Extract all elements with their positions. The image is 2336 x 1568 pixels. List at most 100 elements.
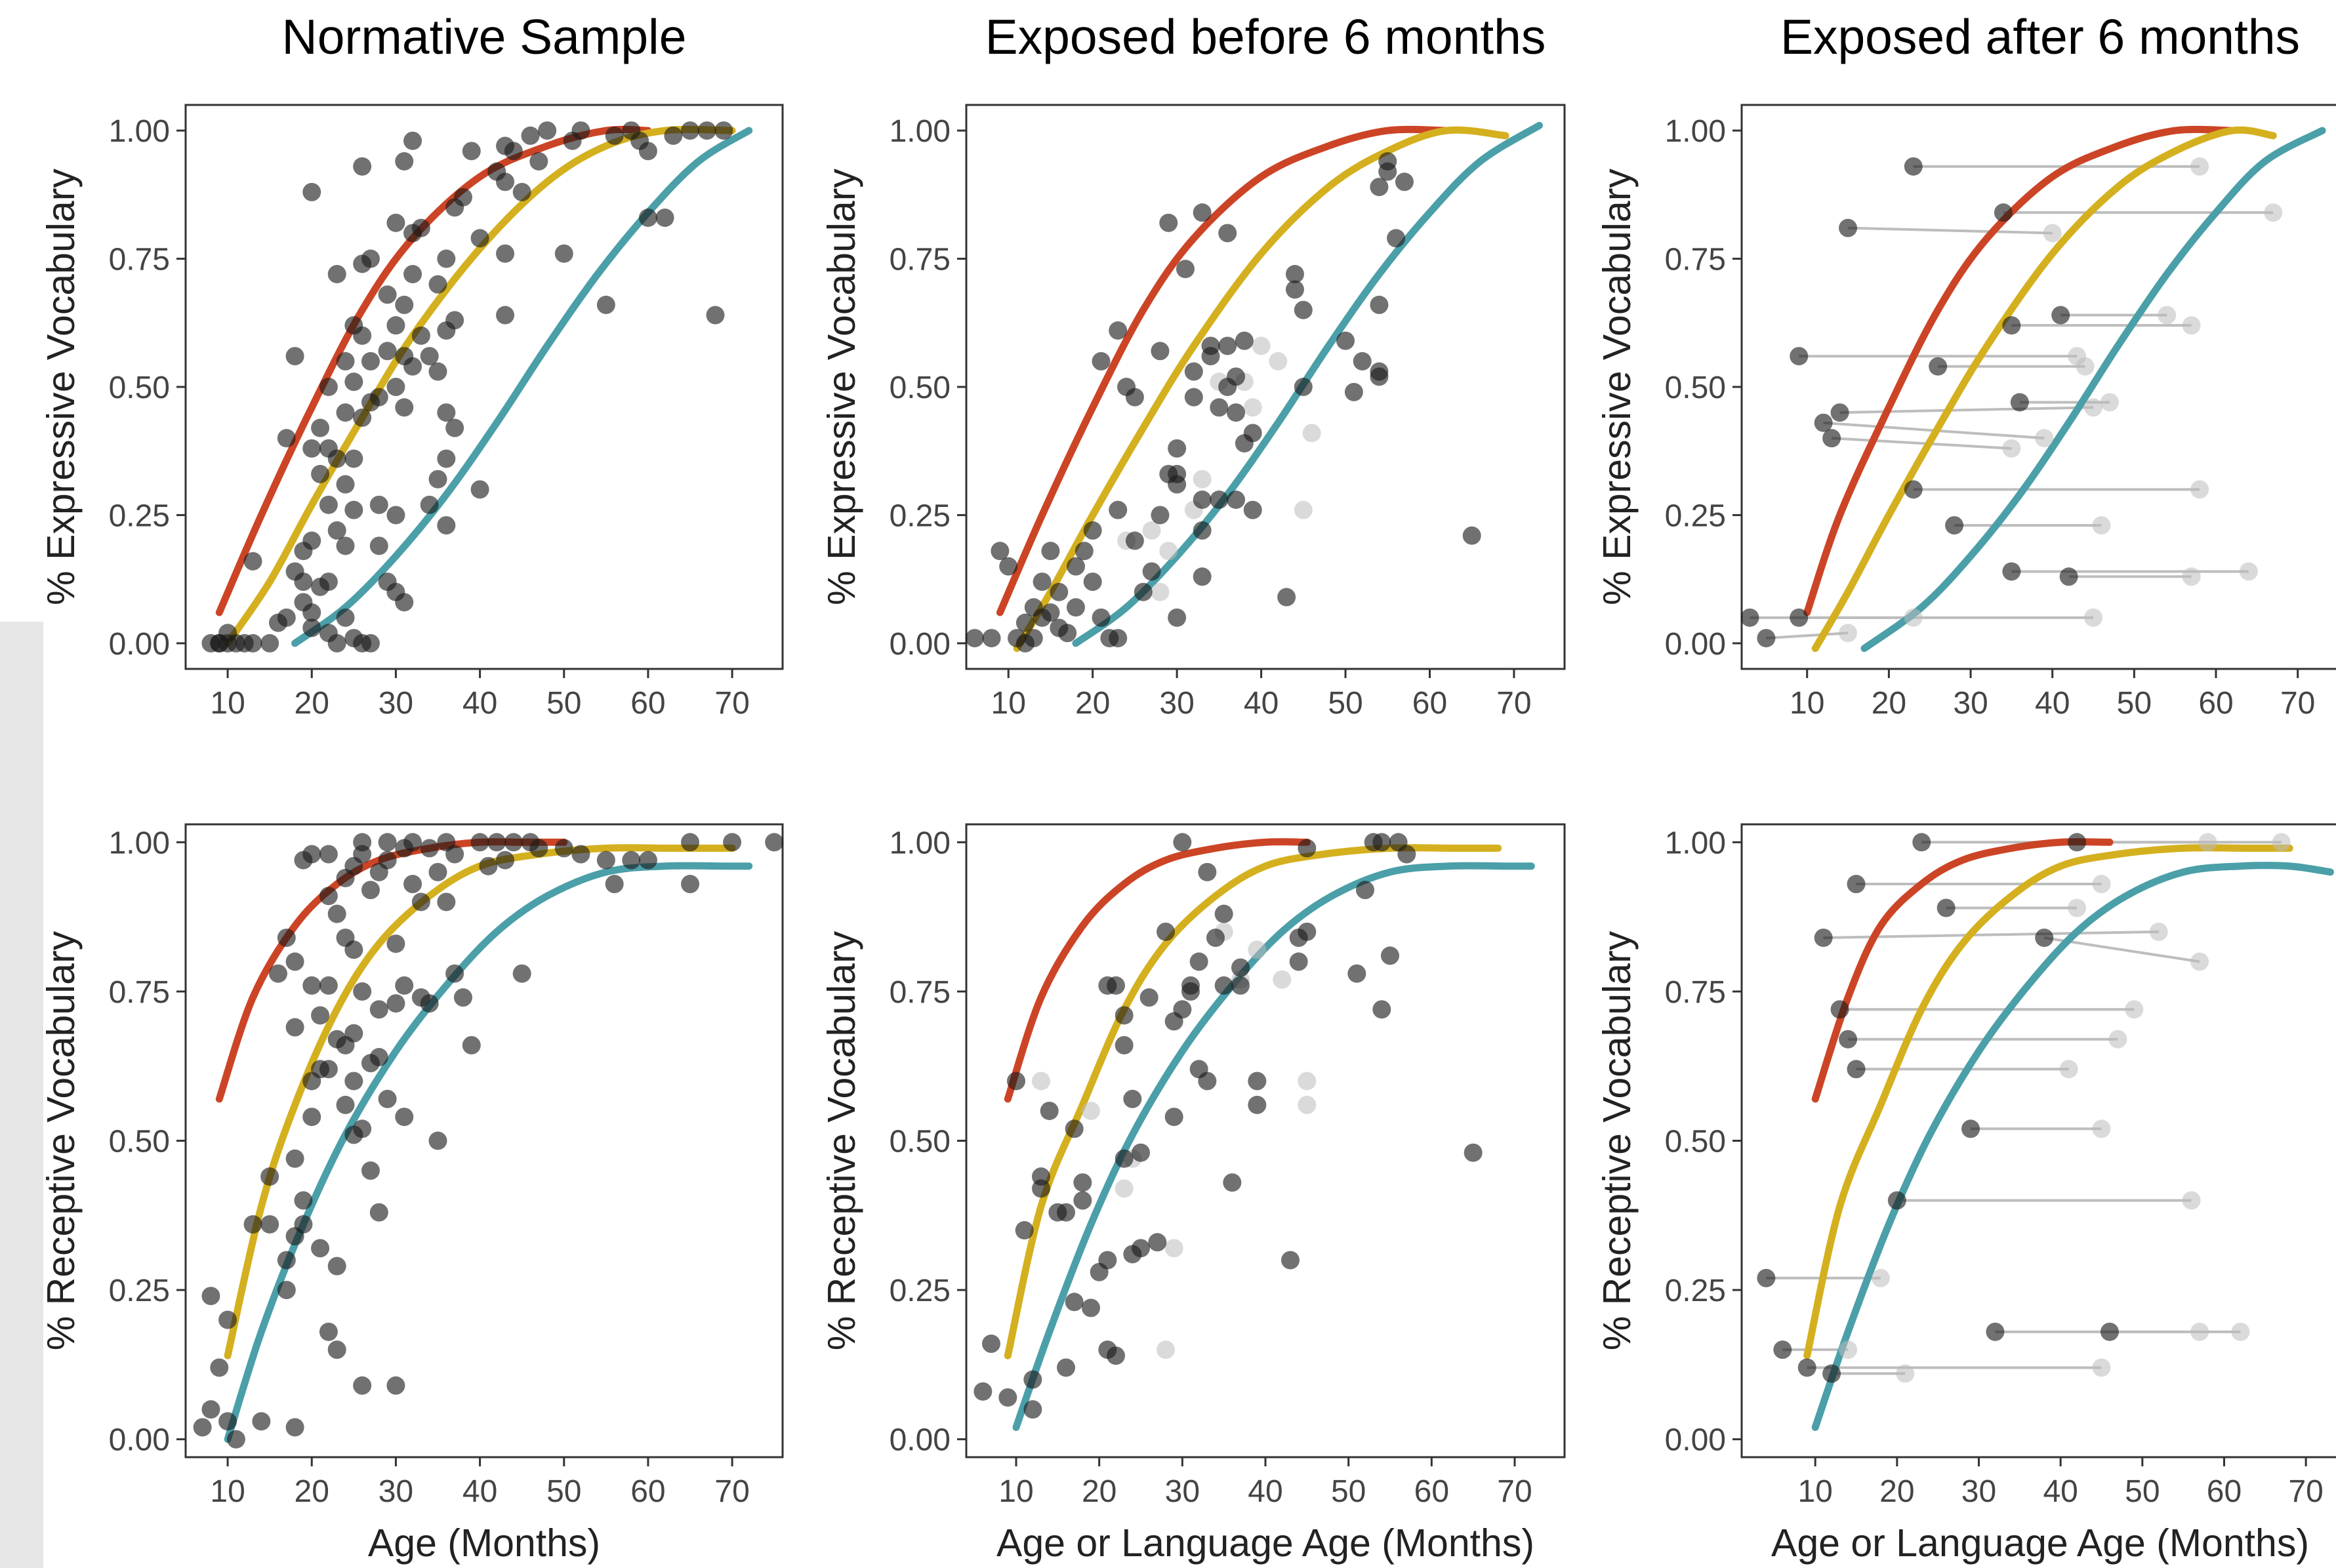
x-tick-label: 70 xyxy=(1497,1474,1532,1509)
data-point xyxy=(1176,260,1195,279)
data-point xyxy=(336,1095,355,1114)
y-axis-label: % Receptive Vocabulary xyxy=(820,931,863,1350)
data-point xyxy=(638,851,657,870)
data-point xyxy=(378,833,397,852)
data-point xyxy=(1168,475,1187,494)
data-point xyxy=(1125,388,1144,407)
data-point xyxy=(1462,526,1481,545)
data-point xyxy=(681,121,700,140)
data-point xyxy=(1073,1173,1092,1192)
data-point xyxy=(1157,922,1175,941)
data-point xyxy=(319,887,338,906)
age-shift-segment xyxy=(1823,930,2159,939)
x-tick-label: 60 xyxy=(1414,1474,1449,1509)
plot-frame xyxy=(184,104,784,670)
data-point xyxy=(998,1388,1017,1407)
data-point xyxy=(765,833,784,852)
data-point xyxy=(1773,1340,1792,1359)
fit-curve xyxy=(224,125,736,647)
data-point xyxy=(605,875,624,894)
data-point xyxy=(1370,367,1389,386)
data-point xyxy=(1210,398,1229,417)
data-point xyxy=(1184,362,1203,381)
data-point xyxy=(1132,1239,1150,1258)
data-point xyxy=(2059,567,2078,586)
data-point xyxy=(395,295,414,314)
language-age-point xyxy=(1164,1239,1183,1258)
data-point xyxy=(1109,500,1128,519)
data-point xyxy=(1757,629,1776,648)
data-point xyxy=(311,1239,330,1258)
data-point xyxy=(437,449,456,468)
data-point xyxy=(1986,1322,2005,1341)
data-point xyxy=(681,833,700,852)
data-point xyxy=(428,275,447,294)
data-point xyxy=(193,1418,212,1437)
data-point xyxy=(1387,229,1406,248)
data-point xyxy=(697,121,716,140)
data-point xyxy=(1198,1072,1217,1091)
x-tick-label: 30 xyxy=(1953,686,1988,721)
panel-title: Exposed before 6 months xyxy=(985,9,1546,64)
data-point xyxy=(1356,881,1374,900)
data-point xyxy=(1790,347,1809,366)
data-point xyxy=(1223,1173,1242,1192)
x-tick-label: 10 xyxy=(210,1474,245,1509)
data-point xyxy=(361,633,380,653)
data-point xyxy=(428,470,447,489)
data-point xyxy=(638,209,657,227)
x-tick-label: 10 xyxy=(1790,686,1824,721)
data-point xyxy=(2002,562,2021,581)
data-point xyxy=(470,480,489,499)
x-tick-label: 30 xyxy=(379,686,413,721)
y-tick-label: 0.50 xyxy=(1665,1125,1726,1159)
data-point xyxy=(1464,1143,1483,1162)
data-point xyxy=(386,506,405,525)
language-age-point xyxy=(1248,940,1267,959)
data-point xyxy=(1057,1203,1075,1222)
data-point xyxy=(1164,1108,1183,1127)
data-point xyxy=(462,142,481,161)
data-point xyxy=(277,1281,296,1300)
data-point xyxy=(1193,203,1212,222)
data-point xyxy=(420,347,439,366)
data-point xyxy=(344,1072,363,1091)
x-tick-label: 60 xyxy=(2198,686,2233,721)
data-point xyxy=(1227,403,1246,422)
fit-curve xyxy=(1013,126,1509,653)
data-point xyxy=(403,265,422,283)
data-point xyxy=(243,552,262,571)
data-point xyxy=(445,311,464,330)
data-point xyxy=(1083,573,1102,592)
y-tick-label: 1.00 xyxy=(109,826,170,860)
data-point xyxy=(327,265,346,283)
data-point xyxy=(1007,1072,1025,1091)
age-shift-segment xyxy=(1839,406,2094,414)
data-point xyxy=(386,316,405,335)
data-point xyxy=(1218,336,1237,355)
plot-frame xyxy=(965,104,1566,670)
data-point xyxy=(470,229,489,248)
data-point xyxy=(386,1376,405,1395)
data-point xyxy=(1109,629,1128,648)
x-tick-label: 10 xyxy=(991,686,1026,721)
data-point xyxy=(487,833,506,852)
x-axis-label: Age (Months) xyxy=(368,1521,600,1565)
data-point xyxy=(369,1000,388,1019)
plot-frame xyxy=(1740,104,2336,670)
data-point xyxy=(1201,336,1220,355)
x-tick-label: 50 xyxy=(546,1474,581,1509)
data-point xyxy=(1082,1298,1100,1317)
data-point xyxy=(437,516,456,535)
data-point xyxy=(655,209,674,227)
data-point xyxy=(344,1024,363,1043)
data-point xyxy=(1378,152,1397,171)
data-point xyxy=(1227,367,1246,386)
language-age-point xyxy=(2272,833,2291,852)
language-age-point xyxy=(2231,1322,2250,1341)
data-point xyxy=(1109,321,1128,340)
x-tick-label: 50 xyxy=(546,686,581,721)
language-age-point xyxy=(2190,157,2209,176)
data-point xyxy=(1235,331,1254,350)
data-point xyxy=(1107,976,1125,995)
